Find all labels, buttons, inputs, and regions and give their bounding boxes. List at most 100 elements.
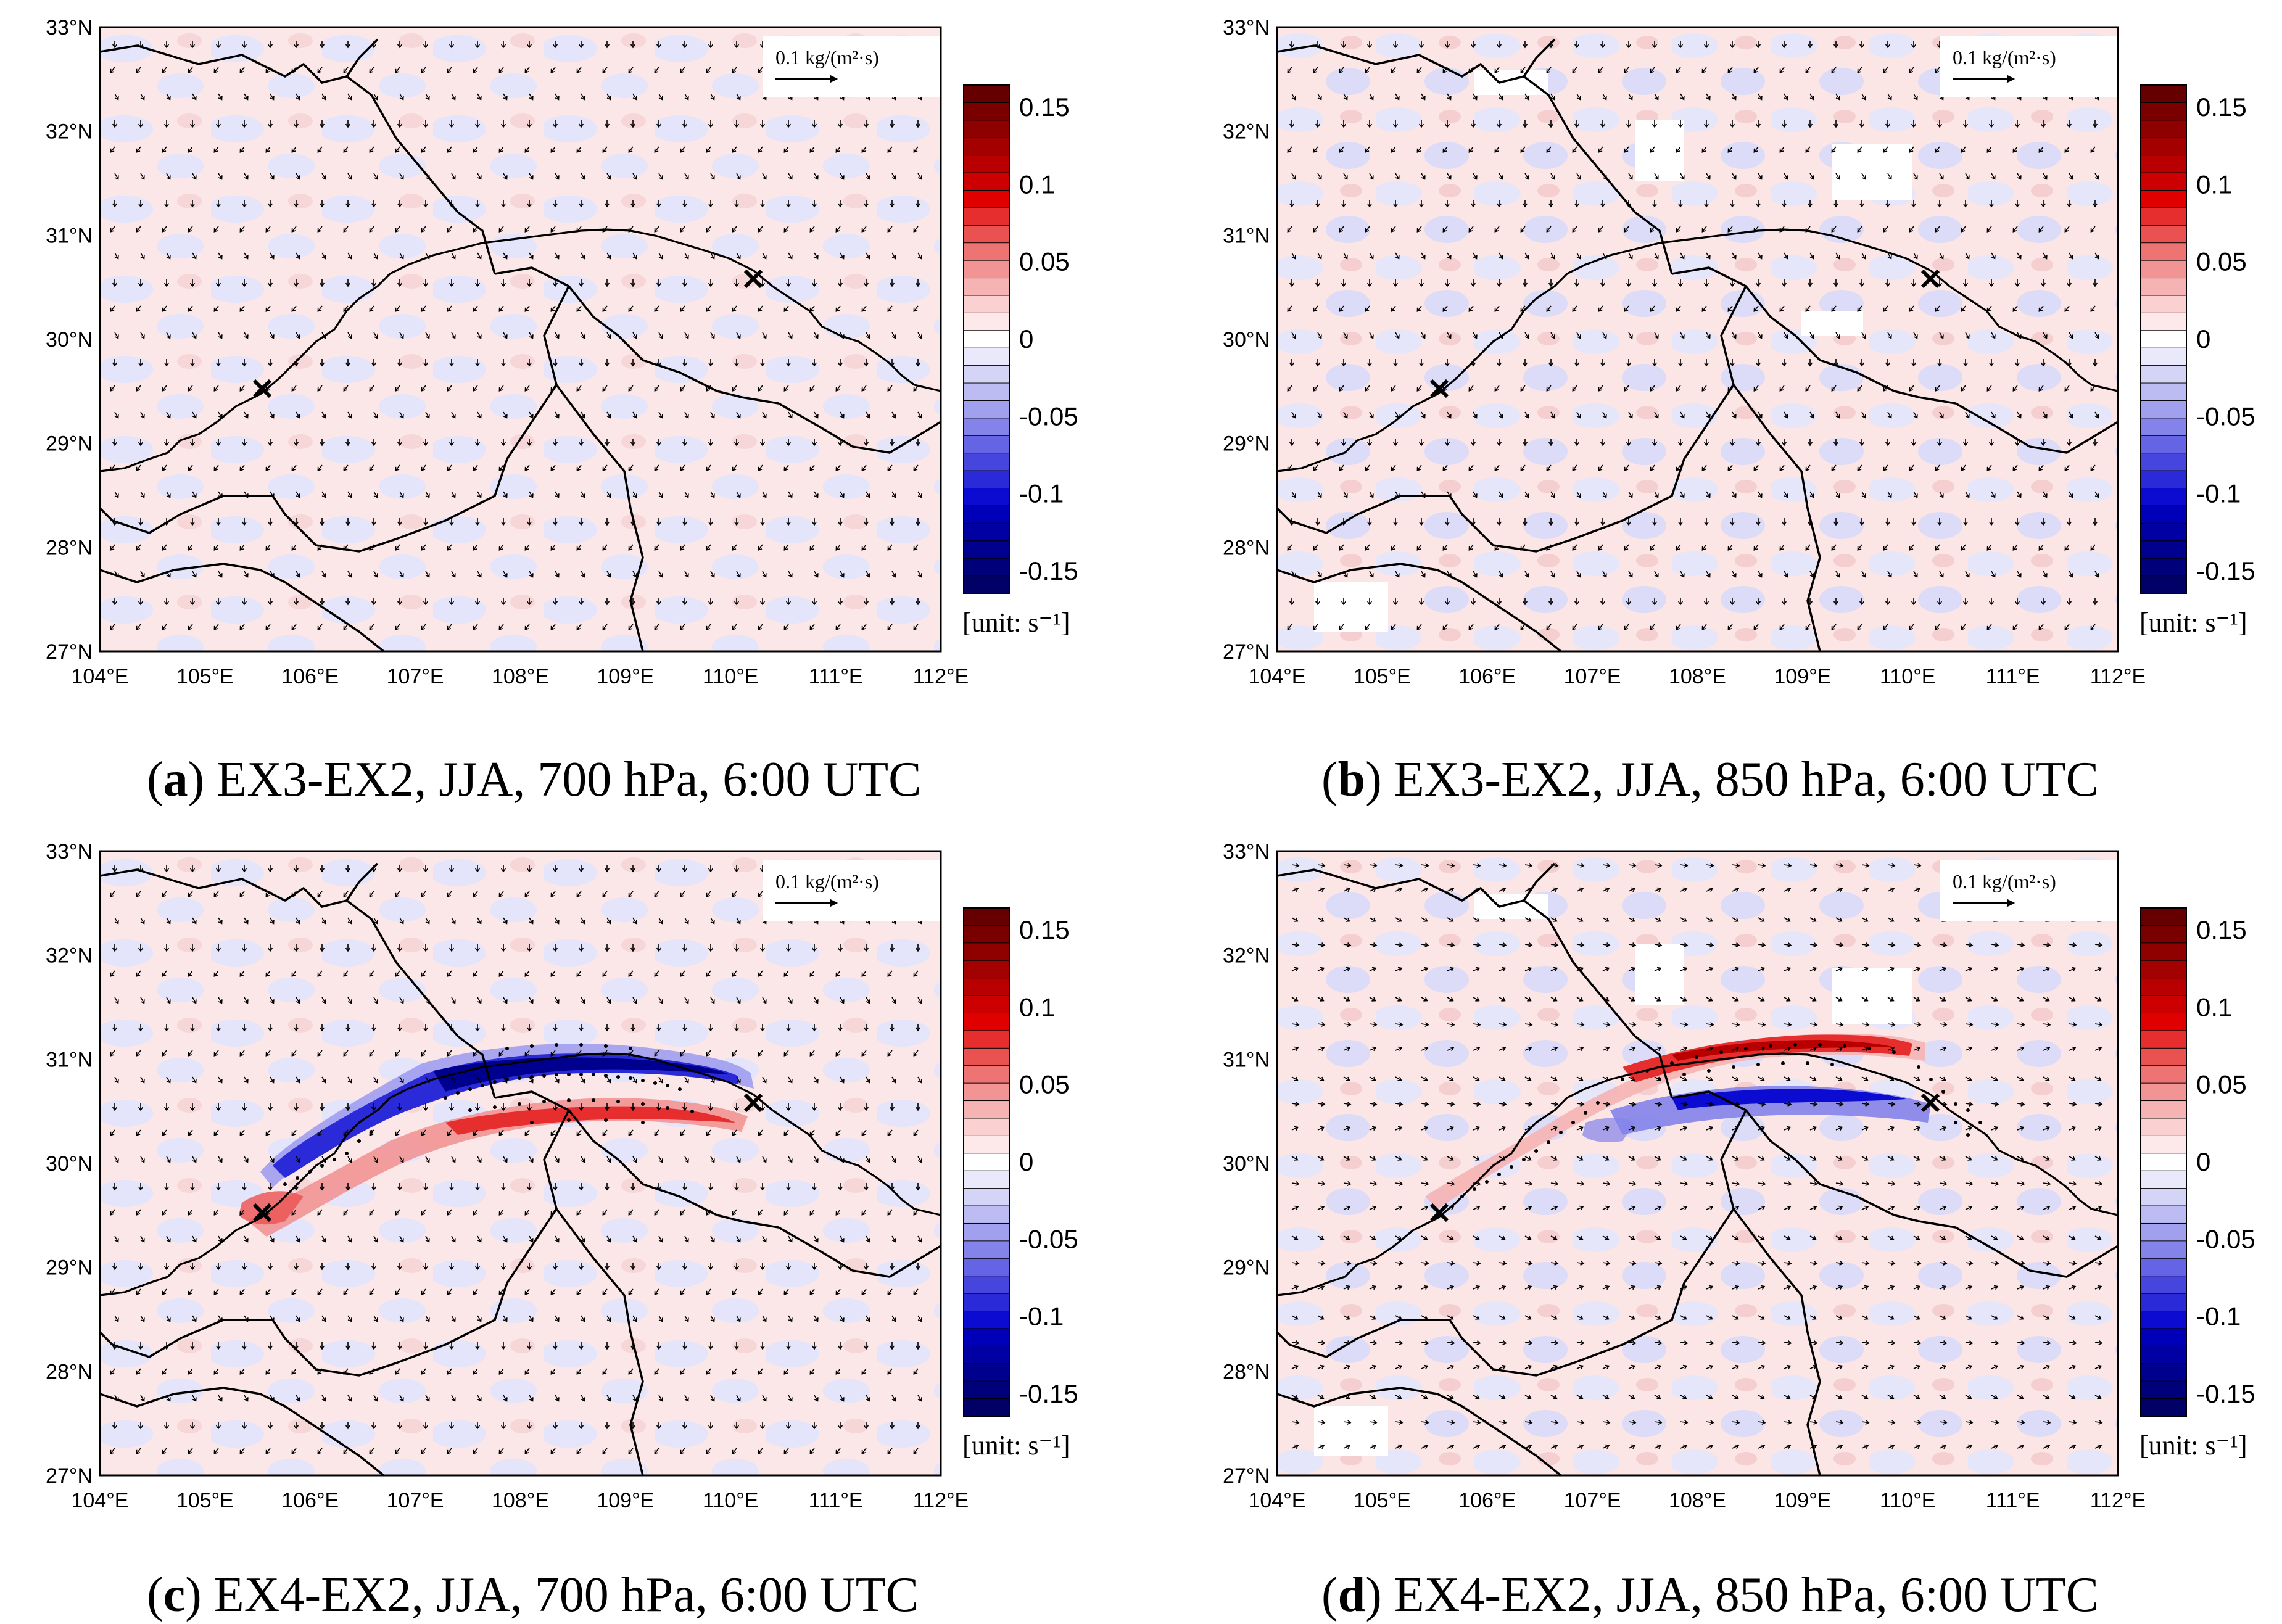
wind-vector-arrow [138,1103,144,1111]
wind-vector-arrow [2064,385,2070,392]
wind-vector-arrow [451,1156,456,1163]
wind-vector-arrow [915,1024,921,1032]
wind-vector-arrow [218,571,223,578]
wind-vector-arrow [293,1024,299,1032]
wind-vector-arrow [423,1103,429,1111]
colorbar-swatch [2140,1118,2187,1137]
wind-vector-arrow [1831,464,1837,471]
wind-vector-arrow [267,1183,273,1191]
wind-vector-arrow [809,624,815,630]
wind-vector-arrow [1753,305,1759,312]
wind-vector-arrow [1755,439,1761,447]
wind-vector-arrow [2066,598,2072,606]
wind-vector-arrow [397,1103,403,1111]
wind-vector-arrow [889,200,895,208]
colorbar-swatch [963,137,1010,156]
wind-vector-arrow [1366,598,1373,606]
wind-vector-arrow [1913,93,1918,101]
wind-vector-arrow [425,93,430,101]
wind-vector-arrow [654,1129,659,1136]
wind-vector-arrow [473,1209,478,1216]
wind-vector-arrow [1600,518,1606,526]
wind-vector-arrow [630,359,636,367]
wind-vector-arrow [785,439,792,447]
lon-tick-label: 109°E [597,1489,654,1512]
wind-vector-arrow [140,1076,145,1084]
wind-vector-arrow [2090,464,2096,471]
wind-vector-arrow [1444,439,1450,447]
colorbar-swatch [2140,312,2187,331]
wind-vector-arrow [474,439,481,447]
wind-vector-arrow [1468,385,1474,392]
colorbar-swatch [2140,225,2187,244]
wind-vector-arrow [524,970,530,977]
wind-vector-arrow [529,571,534,578]
wind-vector-arrow [473,305,478,312]
wind-vector-arrow [239,146,245,153]
wind-vector-arrow [682,41,688,49]
wind-vector-arrow [1859,200,1865,208]
colorbar-swatch [963,330,1010,349]
wind-vector-arrow [1447,93,1452,101]
wind-vector-arrow [265,305,271,312]
wind-vector-arrow [369,226,374,233]
wind-vector-arrow [552,41,558,49]
wind-vector-arrow [319,944,325,952]
wind-vector-arrow [1339,67,1344,73]
wind-vector-arrow [1444,359,1450,367]
colorbar-swatch [2140,1135,2187,1154]
wind-vector-arrow [319,41,325,49]
wind-vector-arrow [1421,411,1426,419]
wind-vector-arrow [1857,226,1862,233]
wind-vector-arrow [1805,544,1811,551]
wind-vector-arrow [293,598,299,606]
wind-vector-arrow [1988,120,1995,128]
lat-tick-label: 30°N [46,1152,93,1176]
wind-vector-arrow [734,200,740,208]
colorbar-swatch [2140,84,2187,104]
lon-tick-label: 105°E [176,1489,234,1512]
wind-vector-arrow [213,464,219,471]
wind-vector-arrow [1935,146,1940,153]
wind-vector-arrow [162,464,167,471]
wind-vector-arrow [317,67,323,73]
wind-vector-arrow [244,332,249,339]
wind-vector-arrow [138,598,144,606]
wind-vector-arrow [343,67,349,73]
wind-vector-arrow [1654,571,1659,578]
colorbar-unit: [unit: s⁻¹] [962,608,1070,638]
wind-vector-arrow [163,1183,170,1191]
wind-vector-arrow [526,120,532,128]
wind-vector-arrow [680,624,685,630]
wind-vector-arrow [809,544,815,551]
wind-vector-arrow [628,544,634,551]
wind-vector-arrow [1703,518,1709,526]
colorbar-swatch [963,1363,1010,1382]
wind-vector-arrow [913,1050,919,1057]
wind-vector-arrow [1727,67,1733,73]
wind-vector-arrow [1807,120,1813,128]
wind-vector-arrow [2092,279,2098,287]
colorbar-swatch [963,1398,1010,1417]
wind-vector-arrow [684,917,689,925]
wind-vector-arrow [866,997,870,1004]
wind-vector-arrow [477,997,482,1004]
wind-vector-arrow [785,518,792,526]
wind-vector-arrow [1809,93,1814,101]
wind-vector-arrow [1548,200,1554,208]
wind-vector-arrow [809,970,815,977]
wind-vector-arrow [373,571,378,578]
wind-vector-arrow [1313,305,1318,312]
wind-vector-arrow [1315,279,1321,287]
lon-tick-label: 107°E [1564,1489,1621,1512]
wind-vector-arrow [166,917,171,925]
wind-vector-arrow [706,146,711,153]
wind-vector-arrow [2092,359,2098,367]
wind-vector-arrow [451,252,456,260]
wind-vector-arrow [395,226,400,233]
wind-vector-arrow [2064,146,2070,153]
wind-vector-arrow [1652,120,1658,128]
wind-vector-arrow [654,305,659,312]
wind-vector-arrow [239,624,245,630]
wind-vector-arrow [451,917,456,925]
